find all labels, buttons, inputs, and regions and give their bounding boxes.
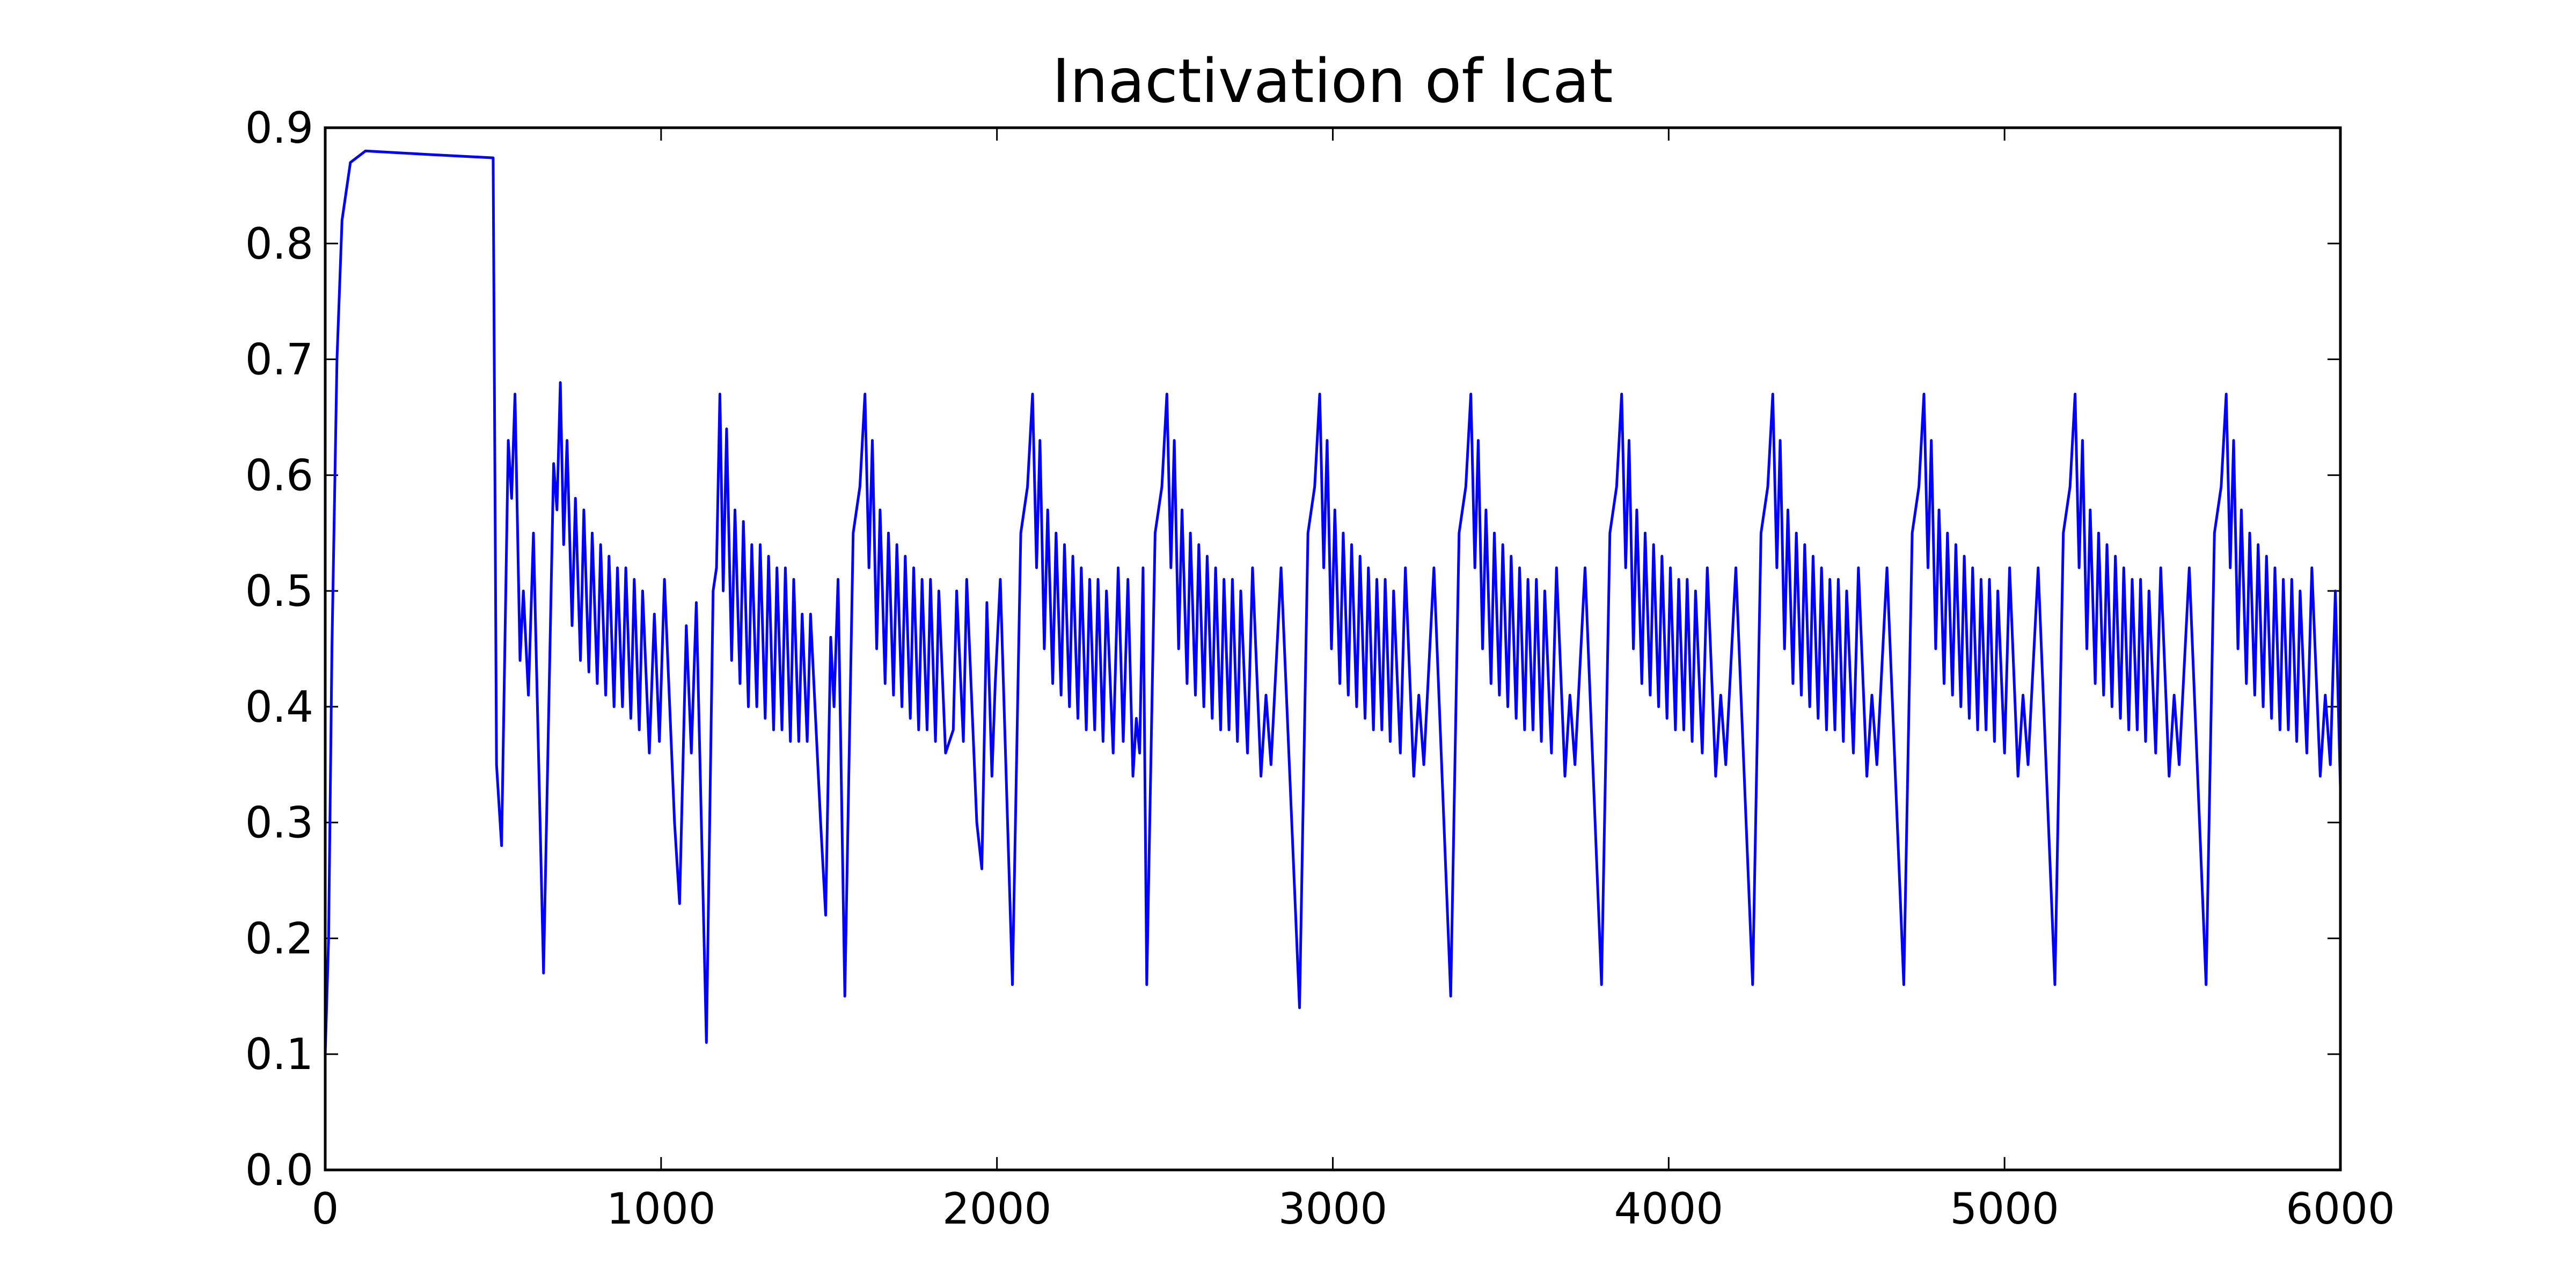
y-tick-label: 0.3 [245,798,313,848]
chart-title: Inactivation of Icat [1052,47,1613,116]
y-tick-label: 0.6 [245,450,313,500]
data-line [324,149,2342,1055]
x-tick-label: 6000 [2286,1184,2395,1234]
y-tick-label: 0.5 [245,566,313,616]
y-tick-label: 0.7 [245,335,313,385]
x-tick-label: 5000 [1950,1184,2059,1234]
y-tick-label: 0.4 [245,682,313,732]
x-tick-label: 4000 [1614,1184,1724,1234]
y-tick-label: 0.0 [245,1145,313,1195]
x-tick-label: 1000 [606,1184,716,1234]
plot-frame [324,126,2342,1172]
y-tick-label: 0.2 [245,913,313,963]
x-tick-label: 3000 [1278,1184,1388,1234]
y-tick-label: 0.8 [245,219,313,269]
y-tick-label: 0.9 [245,103,313,153]
x-tick-label: 2000 [942,1184,1052,1234]
x-tick-label: 0 [312,1184,339,1234]
y-tick-label: 0.1 [245,1029,313,1079]
